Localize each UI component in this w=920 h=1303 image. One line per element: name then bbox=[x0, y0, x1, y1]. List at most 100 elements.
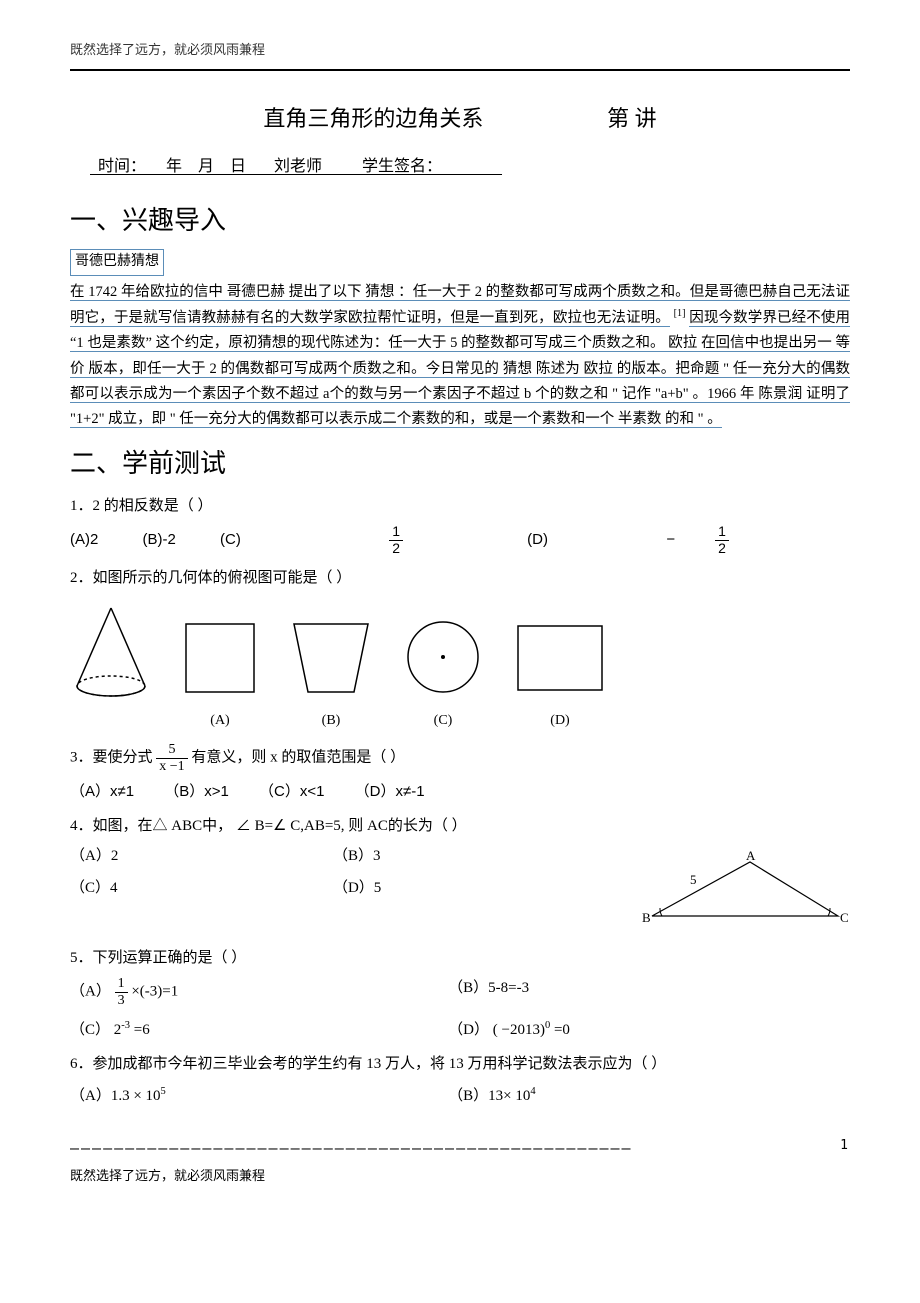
footer-motto: 既然选择了远方，就必须风雨兼程 bbox=[70, 1166, 850, 1187]
q1-opt-a: (A)2 bbox=[70, 528, 98, 552]
q3-d: （D）x≠-1 bbox=[355, 780, 425, 804]
q5-a: （A） 1 3 ×(-3)=1 bbox=[70, 976, 444, 1008]
q3-c: （C）x<1 bbox=[259, 780, 324, 804]
q4-a: （A）2 bbox=[70, 844, 329, 868]
q6-a: （A）1.3 × 105 bbox=[70, 1084, 444, 1108]
q2-shapes: (A) (B) (C) (D) bbox=[70, 602, 850, 732]
meta-line: 时间： 年 月 日 刘老师 学生签名： bbox=[70, 154, 850, 180]
q5-c: （C） 2-3 =6 bbox=[70, 1018, 444, 1042]
q5-a-pre: （A） bbox=[70, 984, 111, 1000]
q1-c-den: 2 bbox=[389, 541, 403, 556]
q6-b: （B）13× 104 bbox=[448, 1084, 822, 1108]
circle-dot-icon bbox=[402, 616, 484, 698]
q5-a-den: 3 bbox=[115, 993, 128, 1008]
q2-a-cell: (A) bbox=[180, 618, 260, 732]
q6-a-pre: （A）1.3 × 10 bbox=[70, 1088, 161, 1104]
section2-heading: 二、学前测试 bbox=[70, 443, 850, 485]
q3-den: x −1 bbox=[156, 759, 187, 774]
q4-options: （A）2 （B）3 （C）4 （D）5 bbox=[70, 844, 610, 900]
q2-c-label: (C) bbox=[402, 710, 484, 732]
square-icon bbox=[180, 618, 260, 698]
goldbach-box: 哥德巴赫猜想 bbox=[70, 249, 164, 275]
q5-c-pre: （C） bbox=[70, 1022, 110, 1038]
q6-options: （A）1.3 × 105 （B）13× 104 bbox=[70, 1084, 850, 1108]
q3-post: 有意义，则 x 的取值范围是（ ） bbox=[191, 750, 405, 766]
q3-b: （B）x>1 bbox=[164, 780, 229, 804]
lecture-label: 第 讲 bbox=[607, 101, 657, 136]
q1-d-neg: − bbox=[666, 528, 675, 552]
q2-d-cell: (D) bbox=[512, 620, 608, 732]
q3-options: （A）x≠1 （B）x>1 （C）x<1 （D）x≠-1 bbox=[70, 780, 850, 804]
q1-stem: 1．2 的相反数是（ ） bbox=[70, 494, 850, 518]
footer-dashes: ————————————————————————————————————————… bbox=[70, 1136, 850, 1160]
triangle-icon: A B C 5 bbox=[640, 848, 850, 928]
q3-frac: 5 x −1 bbox=[156, 742, 187, 774]
section1-heading: 一、兴趣导入 bbox=[70, 200, 850, 242]
q5-d-pre: （D） bbox=[448, 1022, 489, 1038]
q2-a-label: (A) bbox=[180, 710, 260, 732]
doc-title: 直角三角形的边角关系 bbox=[263, 101, 483, 136]
q6-b-exp: 4 bbox=[530, 1086, 535, 1097]
q4-b: （B）3 bbox=[333, 844, 592, 868]
q5-row2: （C） 2-3 =6 （D） ( −2013)0 =0 bbox=[70, 1018, 850, 1042]
intro-para: 在 1742 年给欧拉的信中 哥德巴赫 提出了以下 猜想 ：任一大于 2 的整数… bbox=[70, 280, 850, 433]
q5-row1: （A） 1 3 ×(-3)=1 （B）5-8=-3 bbox=[70, 976, 850, 1008]
footnote-ref: [1] bbox=[674, 308, 686, 319]
goldbach-box-wrap: 哥德巴赫猜想 bbox=[70, 249, 850, 279]
q2-b-cell: (B) bbox=[288, 618, 374, 732]
q5-a-frac: 1 3 bbox=[115, 976, 128, 1008]
footer-dash-text: ————————————————————————————————————————… bbox=[70, 1139, 633, 1157]
cone-icon bbox=[70, 602, 152, 698]
q1-opt-b: (B)-2 bbox=[143, 528, 176, 552]
q4-c: （C）4 bbox=[70, 876, 329, 900]
q5-c-post: =6 bbox=[134, 1022, 150, 1038]
q5-d-base: ( −2013) bbox=[493, 1022, 545, 1038]
q2-cone-cell bbox=[70, 602, 152, 732]
header-motto: 既然选择了远方，就必须风雨兼程 bbox=[70, 40, 850, 61]
fig-label-a: A bbox=[746, 848, 756, 863]
q1-options: (A)2 (B)-2 (C) 1 2 (D) − 1 2 bbox=[70, 524, 850, 556]
rect-icon bbox=[512, 620, 608, 698]
q1-d-frac: 1 2 bbox=[715, 524, 769, 556]
q6-a-exp: 5 bbox=[161, 1086, 166, 1097]
intro-para-2: 因现今数学界已经不使用 “1 也是素数” 这个约定，原初猜想的现代陈述为：任一大… bbox=[70, 310, 850, 429]
q1-c-label: (C) bbox=[220, 528, 241, 552]
trapezoid-icon bbox=[288, 618, 374, 698]
q2-cone-label bbox=[70, 710, 152, 732]
q6-b-pre: （B）13× 10 bbox=[448, 1088, 530, 1104]
q2-c-cell: (C) bbox=[402, 616, 484, 732]
q4-stem: 4．如图，在△ ABC中， ∠ B=∠ C,AB=5, 则 AC的长为（ ） bbox=[70, 814, 850, 838]
q5-d-exp: 0 bbox=[545, 1020, 550, 1031]
header-rule bbox=[70, 69, 850, 71]
q2-d-label: (D) bbox=[512, 710, 608, 732]
q1-opt-c: (C) 1 2 bbox=[220, 524, 483, 556]
q1-opt-d: (D) − 1 2 bbox=[527, 524, 809, 556]
q5-b: （B）5-8=-3 bbox=[448, 976, 822, 1000]
q1-d-label: (D) bbox=[527, 528, 548, 552]
q1-c-num: 1 bbox=[389, 524, 403, 540]
q5-stem: 5．下列运算正确的是（ ） bbox=[70, 946, 850, 970]
fig-label-5: 5 bbox=[690, 872, 697, 887]
q1-d-den: 2 bbox=[715, 541, 729, 556]
q3-num: 5 bbox=[156, 742, 187, 758]
q4-body: （A）2 （B）3 （C）4 （D）5 A B C 5 bbox=[70, 844, 850, 936]
q2-stem: 2．如图所示的几何体的俯视图可能是（ ） bbox=[70, 566, 850, 590]
q5-d: （D） ( −2013)0 =0 bbox=[448, 1018, 822, 1042]
q3-pre: 3．要使分式 bbox=[70, 750, 156, 766]
q5-c-exp: -3 bbox=[121, 1020, 130, 1031]
q5-a-num: 1 bbox=[115, 976, 128, 992]
fig-label-c: C bbox=[840, 910, 849, 925]
q3-a: （A）x≠1 bbox=[70, 780, 134, 804]
q4-figure: A B C 5 bbox=[640, 848, 850, 936]
title-row: 直角三角形的边角关系 第 讲 bbox=[70, 101, 850, 136]
q4-d: （D）5 bbox=[333, 876, 592, 900]
q5-d-post: =0 bbox=[554, 1022, 570, 1038]
page-number: 1 bbox=[840, 1136, 850, 1157]
fig-label-b: B bbox=[642, 910, 651, 925]
q1-d-num: 1 bbox=[715, 524, 729, 540]
q6-stem: 6．参加成都市今年初三毕业会考的学生约有 13 万人，将 13 万用科学记数法表… bbox=[70, 1052, 850, 1076]
q2-b-label: (B) bbox=[288, 710, 374, 732]
q1-c-frac: 1 2 bbox=[389, 524, 443, 556]
q5-a-post: ×(-3)=1 bbox=[131, 984, 178, 1000]
q3-stem: 3．要使分式 5 x −1 有意义，则 x 的取值范围是（ ） bbox=[70, 742, 850, 774]
